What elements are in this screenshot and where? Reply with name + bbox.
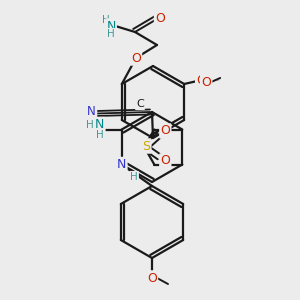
Text: H: H — [86, 119, 94, 130]
Text: S: S — [142, 140, 150, 152]
Text: O: O — [147, 272, 157, 284]
Text: N: N — [106, 20, 116, 32]
Text: N: N — [117, 158, 126, 171]
Text: C: C — [136, 99, 144, 109]
Text: H: H — [102, 15, 110, 25]
Text: methoxy: methoxy — [214, 80, 220, 81]
Text: O: O — [160, 154, 170, 167]
Text: O: O — [160, 124, 170, 137]
Text: O: O — [155, 11, 165, 25]
Text: H: H — [96, 130, 104, 140]
Text: N: N — [87, 105, 96, 118]
Text: O: O — [196, 74, 206, 88]
Text: N: N — [95, 118, 104, 131]
Text: H: H — [130, 172, 138, 182]
Text: O: O — [131, 52, 141, 64]
Text: O: O — [201, 76, 211, 88]
Text: H: H — [107, 29, 115, 39]
